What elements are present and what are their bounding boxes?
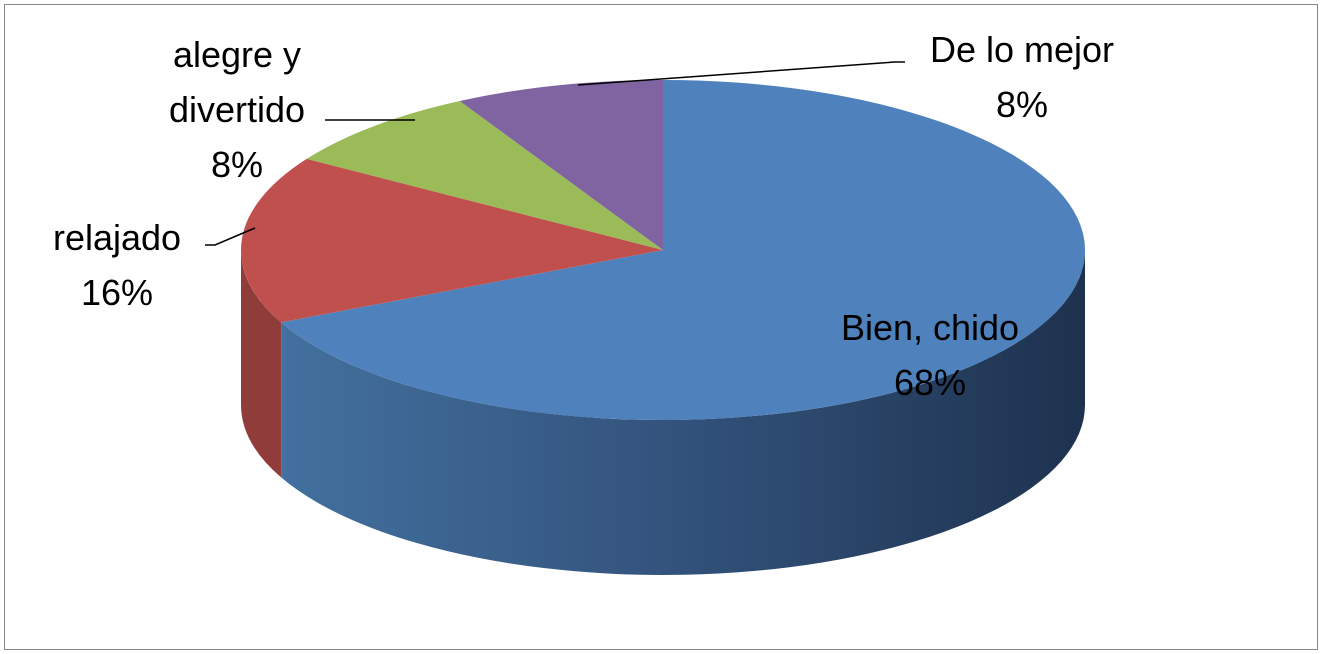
leader-line: [577, 61, 905, 86]
slice: [306, 101, 663, 250]
value-label: 8%: [210, 144, 264, 185]
category-label: Bien, chido: [840, 307, 1020, 348]
slice-label: relajado 16%: [53, 210, 181, 320]
value-label: 8%: [995, 84, 1049, 125]
slice-side: [281, 250, 1086, 575]
category-label: De lo mejor: [929, 29, 1115, 70]
slice: [281, 80, 1086, 420]
slice-label: Bien, chido 68%: [841, 300, 1019, 410]
leader-line: [205, 227, 256, 246]
chart-border: [4, 4, 1318, 650]
category-label: relajado: [52, 217, 182, 258]
category-label: alegre y divertido: [168, 34, 306, 130]
slice: [459, 80, 663, 250]
slices: [241, 80, 1086, 575]
slice-side: [241, 250, 282, 478]
slice-label: alegre y divertido 8%: [137, 27, 337, 192]
value-label: 16%: [80, 272, 154, 313]
slice: [241, 158, 663, 323]
slice-label: De lo mejor 8%: [930, 22, 1114, 132]
value-label: 68%: [893, 362, 967, 403]
